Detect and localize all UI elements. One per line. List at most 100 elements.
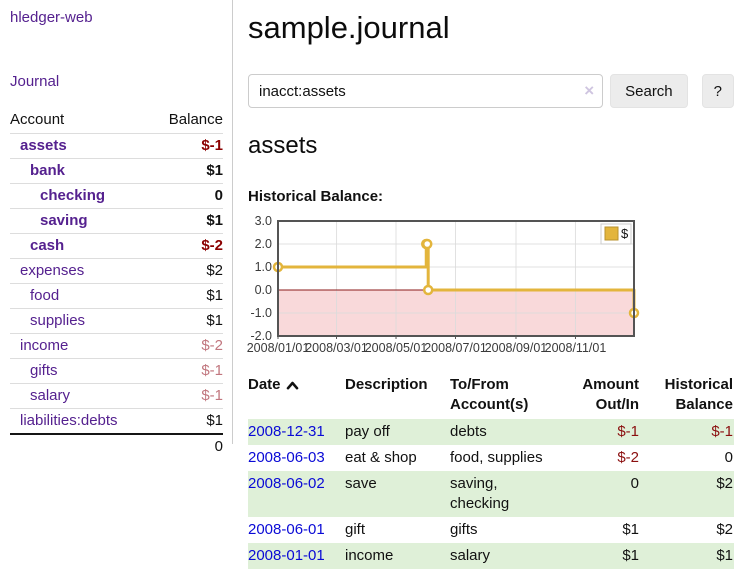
register-header-date: Date [248, 376, 281, 393]
account-link[interactable]: saving [40, 212, 88, 229]
account-balance: $1 [151, 208, 223, 234]
account-row: bank $1 [10, 158, 223, 184]
account-row: checking 0 [10, 183, 223, 209]
account-link[interactable]: food [30, 287, 60, 304]
transaction-balance: $2 [716, 521, 733, 538]
transaction-amount: $1 [622, 521, 639, 538]
transaction-amount: $1 [622, 547, 639, 564]
accounts-total-value: 0 [151, 433, 223, 458]
transaction-description: save [345, 475, 377, 492]
transaction-date-link[interactable]: 2008-06-02 [248, 475, 325, 492]
account-link[interactable]: supplies [30, 312, 86, 329]
account-row: assets $-1 [10, 134, 223, 159]
transaction-date-link[interactable]: 2008-06-03 [248, 449, 325, 466]
account-link[interactable]: liabilities:debts [20, 412, 118, 429]
account-link[interactable]: income [20, 337, 69, 354]
accounts-header-account: Account [10, 107, 152, 134]
page-title: sample.journal [248, 10, 450, 45]
account-balance: $-2 [151, 333, 223, 359]
account-balance: $2 [151, 258, 223, 284]
account-heading: assets [248, 132, 318, 159]
transaction-amount: 0 [630, 475, 639, 492]
account-link[interactable]: bank [30, 162, 66, 179]
transaction-accounts: gifts [450, 521, 478, 538]
transaction-balance: 0 [724, 449, 733, 466]
search-input[interactable] [248, 74, 604, 108]
register-header-description: Description [345, 376, 428, 393]
register-row: 2008-06-02 save saving, checking 0 $2 [248, 471, 734, 517]
account-row: food $1 [10, 283, 223, 309]
account-row: salary $-1 [10, 383, 223, 409]
account-balance: $-1 [151, 383, 223, 409]
account-link[interactable]: cash [30, 237, 65, 254]
svg-text:0.0: 0.0 [255, 283, 272, 297]
accounts-table: Account Balance assets $-1 bank $1 [10, 107, 223, 458]
transaction-description: pay off [345, 423, 390, 440]
account-row: income $-2 [10, 333, 223, 359]
account-row: gifts $-1 [10, 358, 223, 384]
transaction-accounts: saving, checking [450, 475, 510, 512]
account-link[interactable]: expenses [20, 262, 85, 279]
historical-balance-chart: $3.0 2.0 1.0 0.0 -1.0 -2.0 2008/01/01 2008/03/0… [245, 213, 734, 357]
account-balance: $-2 [151, 233, 223, 259]
svg-text:2008/07/01: 2008/07/01 [424, 341, 487, 355]
help-button[interactable]: ? [701, 74, 734, 108]
date-sort-header[interactable]: Date [248, 375, 299, 395]
register-row: 2008-06-01 gift gifts $1 $2 [248, 517, 734, 543]
account-row: expenses $2 [10, 258, 223, 284]
svg-text:1.0: 1.0 [255, 260, 272, 274]
svg-text:2008/05/01: 2008/05/01 [365, 341, 428, 355]
transaction-balance: $2 [716, 475, 733, 492]
sidebar-item-journal[interactable]: Journal [10, 73, 60, 90]
main-content: sample.journal × Search ? assets Histori… [245, 0, 734, 569]
search-button[interactable]: Search [610, 74, 688, 108]
transaction-date-link[interactable]: 2008-01-01 [248, 547, 325, 564]
account-link[interactable]: gifts [30, 362, 58, 379]
account-balance: $-1 [201, 137, 223, 154]
account-link[interactable]: salary [30, 387, 71, 404]
register-header-balance: Historical Balance [664, 376, 733, 413]
account-row: saving $1 [10, 208, 223, 234]
accounts-total-row: 0 [10, 433, 223, 458]
account-balance: 0 [151, 183, 223, 209]
register-header-row: Date Description To/From Account(s) Amou… [248, 372, 734, 419]
chart-label: Historical Balance: [248, 188, 384, 205]
app-title: hledger-web [10, 9, 222, 26]
transaction-accounts: debts [450, 423, 487, 440]
transaction-amount: $-2 [617, 449, 639, 466]
transaction-accounts: salary [450, 547, 491, 564]
svg-text:2.0: 2.0 [255, 237, 272, 251]
svg-text:2008/11/01: 2008/11/01 [545, 341, 607, 355]
account-balance: $-1 [151, 358, 223, 384]
accounts-header-balance: Balance [151, 107, 223, 134]
register-row: 2008-01-01 income salary $1 $1 [248, 543, 734, 569]
transaction-date-link[interactable]: 2008-12-31 [248, 423, 325, 440]
svg-text:-1.0: -1.0 [250, 306, 272, 320]
account-link[interactable]: checking [40, 187, 106, 204]
transaction-balance: $-1 [711, 423, 733, 440]
account-row: cash $-2 [10, 233, 223, 259]
transaction-amount: $-1 [617, 423, 639, 440]
transaction-description: eat & shop [345, 449, 417, 466]
accounts-table-header-row: Account Balance [10, 107, 223, 134]
app-title-link[interactable]: hledger-web [10, 9, 93, 26]
transaction-description: income [345, 547, 394, 564]
svg-text:3.0: 3.0 [255, 214, 272, 228]
account-link[interactable]: assets [20, 137, 67, 154]
register-header-accounts: To/From Account(s) [450, 376, 529, 413]
account-balance: $1 [151, 408, 223, 434]
register-row: 2008-12-31 pay off debts $-1 $-1 [248, 419, 734, 445]
register-header-amount: Amount Out/In [582, 376, 639, 413]
svg-text:2008/09/01: 2008/09/01 [485, 341, 548, 355]
balance-chart-svg: $3.0 2.0 1.0 0.0 -1.0 -2.02008/01/012008/03/0… [247, 214, 640, 355]
sidebar: hledger-web Journal Account Balance asse… [0, 0, 233, 458]
svg-text:2008/03/01: 2008/03/01 [305, 341, 368, 355]
account-balance: $1 [151, 308, 223, 334]
register-table: Date Description To/From Account(s) Amou… [248, 372, 734, 569]
transaction-balance: $1 [716, 547, 733, 564]
transaction-date-link[interactable]: 2008-06-01 [248, 521, 325, 538]
account-balance: $1 [151, 283, 223, 309]
svg-text:-2.0: -2.0 [250, 329, 272, 343]
svg-text:$: $ [621, 226, 629, 241]
clear-search-icon[interactable]: × [584, 81, 595, 100]
